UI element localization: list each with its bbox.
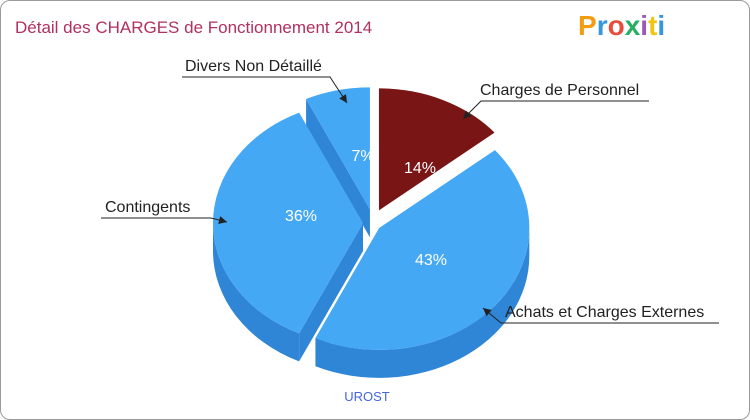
slice-pct-label-0: 14% (404, 160, 436, 177)
leader-line-2 (101, 217, 228, 223)
slice-side-2 (213, 223, 300, 362)
slice-0 (378, 88, 495, 211)
slice-wall-3 (306, 98, 370, 238)
leader-arrow-2 (218, 216, 227, 224)
slice-pct-label-2: 36% (285, 208, 317, 225)
slice-wall-2 (299, 223, 363, 362)
slice-tops (213, 87, 530, 350)
leader-arrow-1 (483, 308, 492, 317)
slice-label-1: Achats et Charges Externes (505, 304, 704, 321)
slice-2 (213, 112, 363, 334)
leader-arrow-3 (339, 94, 347, 103)
slice-side-1 (315, 227, 530, 378)
commune-name: UROST (344, 389, 390, 404)
slice-3 (306, 87, 370, 210)
slice-label-3: Divers Non Détaillé (185, 58, 322, 75)
slice-pct-label-1: 43% (415, 252, 447, 269)
slice-pct-label-3: 7% (351, 148, 374, 165)
leader-arrow-0 (463, 110, 472, 119)
leader-line-0 (462, 100, 649, 120)
slice-1 (315, 150, 530, 350)
slice-label-0: Charges de Personnel (480, 82, 639, 99)
slice-label-2: Contingents (105, 199, 190, 216)
proxiti-logo: Proxiti (578, 10, 665, 41)
chart-title: Détail des CHARGES de Fonctionnement 201… (15, 18, 372, 37)
slice-labels: 14% Charges de Personnel 43% Achats et Char… (101, 58, 719, 324)
leader-line-3 (182, 76, 348, 104)
